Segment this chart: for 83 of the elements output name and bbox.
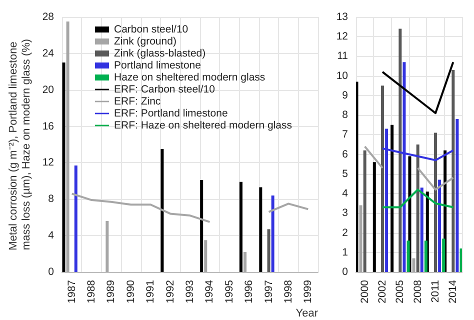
legend-label: Portland limestone [114, 60, 202, 72]
y-tick-label: 4 [48, 230, 54, 242]
bar [160, 149, 164, 272]
x-tick-label: 2000 [358, 280, 371, 304]
legend-label: ERF: Portland limestone [114, 108, 228, 120]
y-tick-label: 8 [48, 193, 54, 206]
y-tick-label: 16 [42, 120, 54, 132]
x-tick-label: 2011 [430, 280, 442, 303]
legend-label: Haze on sheltered modern glass [114, 72, 266, 84]
bar [438, 180, 442, 272]
x-tick-label: 1994 [204, 280, 216, 304]
x-tick-label: 1987 [66, 280, 78, 304]
y-tick-label: 20 [42, 84, 54, 96]
bar [452, 70, 455, 272]
y-tick-label: 10 [336, 70, 348, 82]
bar [442, 238, 446, 272]
y-tick-label: 2 [342, 226, 348, 239]
y-axis-title: Metal corrosion (g m⁻²), Portland limestone mass loss (µm), Haze on modern glass (%) [8, 38, 32, 250]
bar [412, 258, 416, 272]
bar [74, 165, 78, 272]
x-tick-label: 1999 [302, 280, 314, 304]
x-tick-label: 1990 [124, 280, 137, 304]
y-tick-label: 3 [342, 207, 348, 220]
legend-label: Zink (ground) [114, 36, 176, 48]
x-tick-label: 1997 [262, 280, 275, 304]
y-tick-label: 9 [342, 89, 348, 102]
y-tick-label: 0 [342, 266, 348, 278]
bar [62, 62, 66, 272]
bar [372, 162, 376, 272]
bar [66, 22, 70, 272]
x-tick-label: 1995 [223, 280, 236, 304]
legend-label: ERF: Haze on sheltered modern glass [114, 120, 292, 132]
x-tick-label: 1998 [282, 280, 294, 304]
legend-label: Zink (glass-blasted) [114, 48, 206, 60]
x-tick-label: 1988 [86, 280, 98, 304]
bar [406, 240, 410, 272]
x-tick-label: 1991 [144, 280, 157, 304]
bar [420, 188, 424, 272]
y-tick-label: 5 [342, 168, 348, 180]
bar [456, 119, 459, 272]
y-tick-label: 6 [342, 148, 348, 160]
bar [424, 240, 428, 272]
bar [267, 229, 270, 272]
x-tick-label: 2005 [394, 280, 406, 304]
bar [381, 86, 384, 272]
x-tick-label: 1989 [105, 280, 118, 304]
bar [434, 132, 437, 272]
bar [460, 248, 462, 272]
y-tick-label: 24 [42, 47, 54, 60]
x-tick-label: 1992 [164, 280, 176, 304]
y-tick-label: 11 [337, 50, 348, 62]
x-tick-label: 2002 [376, 280, 388, 304]
bar [363, 150, 366, 272]
bar [239, 182, 242, 272]
legend-label: ERF: Carbon steel/10 [114, 84, 216, 96]
line-series [382, 61, 454, 114]
y-tick-label: 0 [48, 266, 54, 278]
bar [398, 28, 402, 272]
x-tick-label: 1993 [184, 280, 196, 304]
y-tick-label: 28 [42, 11, 54, 23]
bar [416, 144, 420, 272]
y-tick-label: 1 [342, 246, 348, 258]
x-tick-label: 2014 [447, 280, 460, 304]
x-axis-title: Year [296, 308, 318, 320]
bar [200, 180, 204, 272]
y-tick-label: 7 [342, 128, 348, 141]
legend-label: ERF: Zinc [114, 96, 161, 108]
bar [356, 82, 358, 272]
bar [359, 205, 362, 272]
y-tick-label: 12 [42, 156, 54, 169]
y-tick-label: 13 [336, 11, 348, 23]
bar [204, 240, 208, 272]
y-tick-label: 12 [336, 30, 348, 43]
legend-label: Carbon steel/10 [114, 24, 188, 36]
bar [271, 196, 274, 272]
bar [244, 252, 247, 272]
bar [106, 221, 109, 272]
y-tick-label: 8 [342, 109, 348, 122]
y-tick-label: 4 [342, 188, 348, 200]
bar [259, 187, 262, 272]
bar [390, 124, 394, 272]
x-tick-label: 2008 [412, 280, 424, 304]
x-tick-label: 1996 [243, 280, 256, 304]
